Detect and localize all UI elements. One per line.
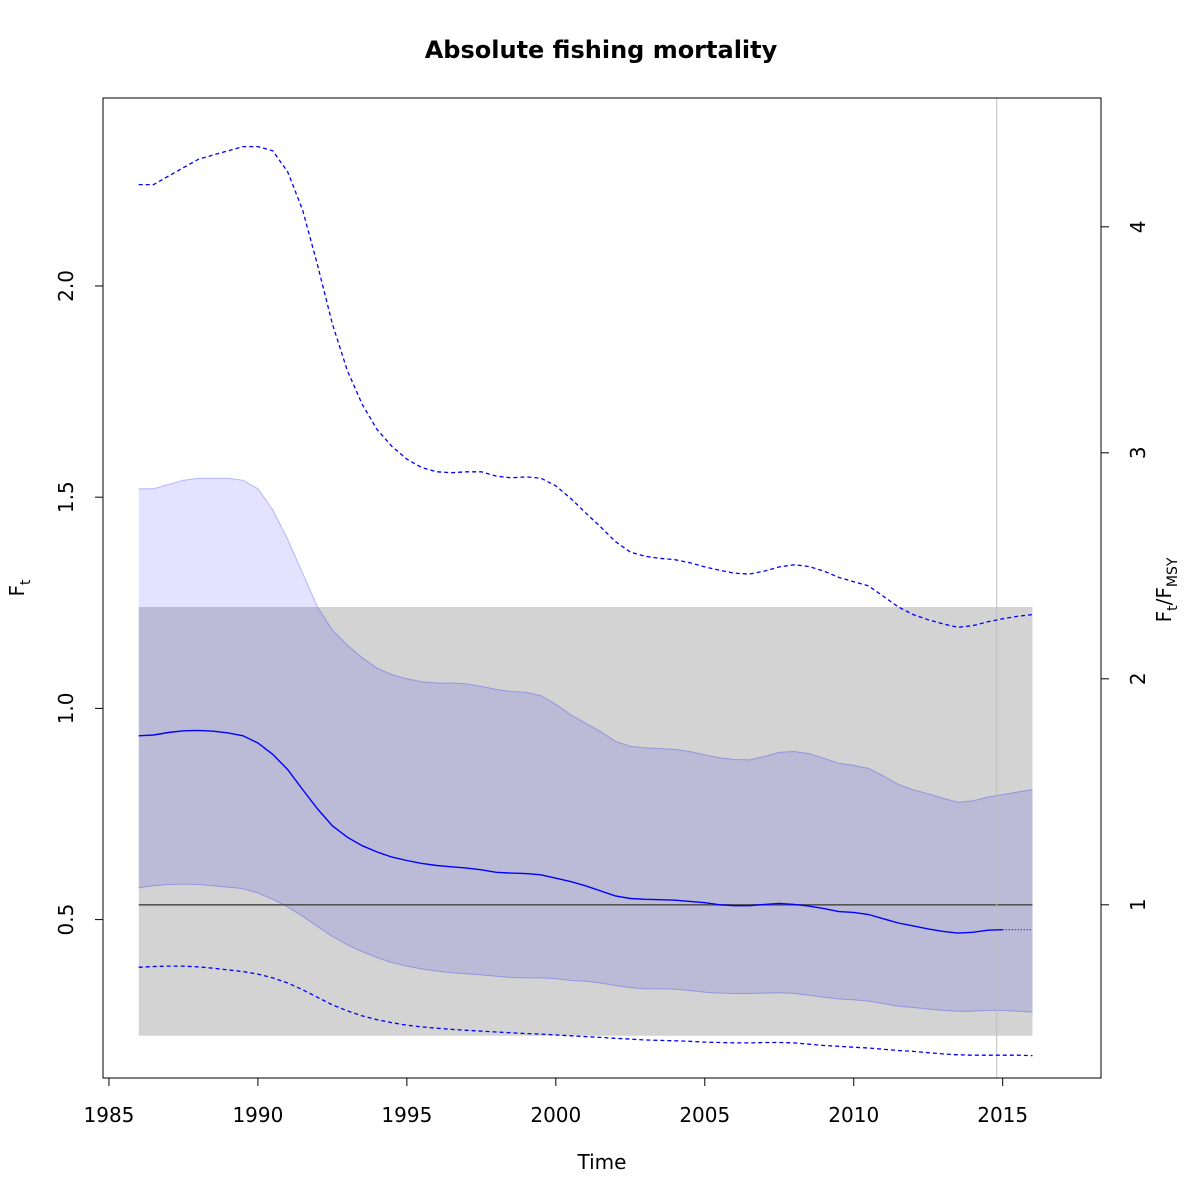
- y-right-label-base2: F: [1152, 587, 1176, 599]
- y-right-label-sub2: MSY: [1165, 557, 1181, 587]
- plot-area: [138, 98, 1033, 1078]
- y-axis-left-label: Ft: [5, 579, 34, 597]
- y-right-label-sep: /: [1152, 598, 1176, 605]
- y-right-tick-label: 4: [1126, 220, 1150, 233]
- pi-upper-dashed-line: [138, 145, 1033, 628]
- y-left-tick-label: 2.0: [54, 270, 78, 302]
- x-tick-label: 2015: [977, 1103, 1028, 1127]
- x-axis: 1985 1990 1995 2000 2005 2010 2015: [84, 1077, 1028, 1127]
- x-tick-label: 2010: [828, 1103, 879, 1127]
- y-right-tick-label: 2: [1126, 672, 1150, 685]
- chart-title: Absolute fishing mortality: [425, 36, 778, 64]
- x-tick-label: 2000: [530, 1103, 581, 1127]
- y-axis-right: 1 2 3 4: [1100, 220, 1150, 911]
- y-left-label-sub: t: [18, 579, 34, 585]
- x-tick-label: 1990: [232, 1103, 283, 1127]
- y-right-tick-label: 1: [1126, 898, 1150, 911]
- x-tick-label: 2005: [679, 1103, 730, 1127]
- fmsy-reference-band: [138, 607, 1033, 1036]
- x-axis-label: Time: [577, 1150, 627, 1174]
- y-right-label-base: F: [1152, 611, 1176, 623]
- confidence-ribbon: [138, 478, 1033, 1013]
- y-axis-left: 0.5 1.0 1.5 2.0: [54, 270, 104, 936]
- ci-lower-line: [138, 883, 1033, 1013]
- y-left-tick-label: 0.5: [54, 904, 78, 936]
- pi-lower-dashed-line: [138, 965, 1033, 1057]
- ci-upper-line: [138, 477, 1033, 803]
- y-axis-right-label: Ft/FMSY: [1152, 557, 1181, 622]
- y-right-tick-label: 3: [1126, 446, 1150, 459]
- y-left-tick-label: 1.0: [54, 692, 78, 724]
- y-left-tick-label: 1.5: [54, 481, 78, 513]
- estimate-line: [138, 729, 1003, 934]
- y-left-label-base: F: [5, 585, 29, 597]
- x-tick-label: 1985: [84, 1103, 135, 1127]
- y-right-label-sub: t: [1165, 605, 1181, 611]
- x-tick-label: 1995: [381, 1103, 432, 1127]
